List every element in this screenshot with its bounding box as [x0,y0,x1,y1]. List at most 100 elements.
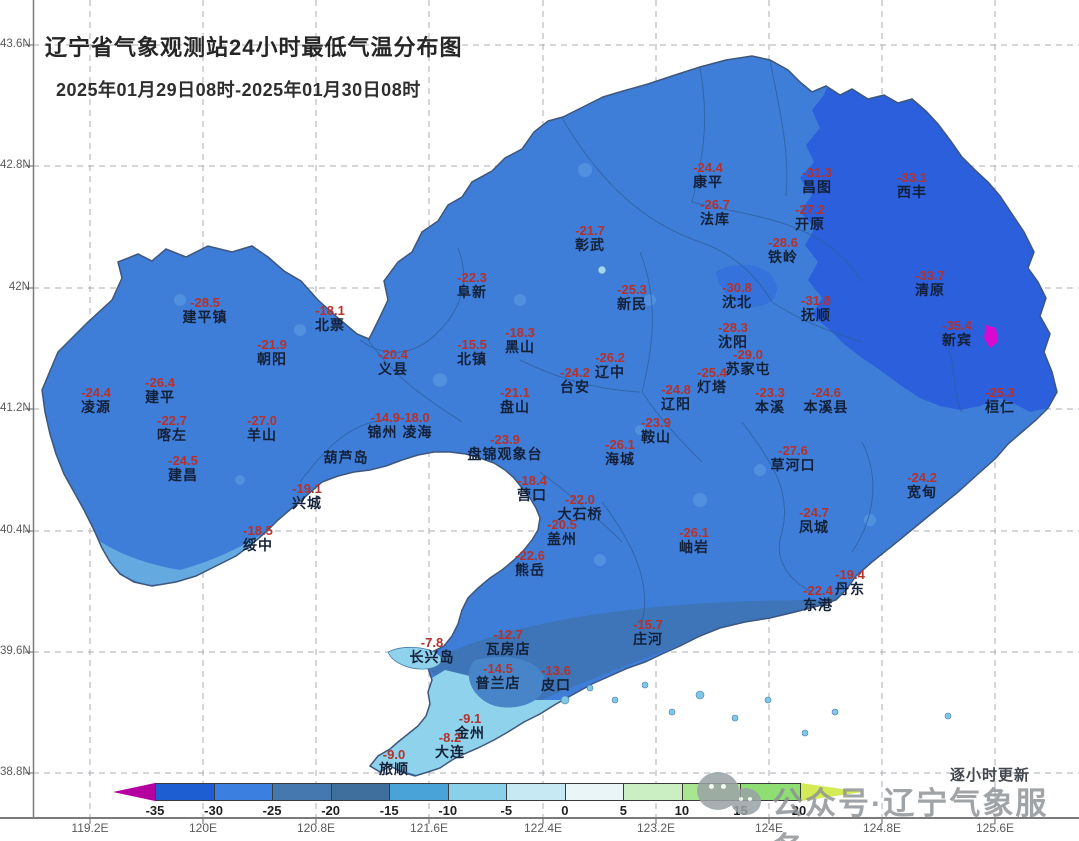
station-temp: -19.4 [835,566,865,582]
station-name: 锦州 凌海 [367,423,433,440]
station-name: 大石桥 [557,505,603,522]
legend-right-arrow [800,783,863,801]
station-temp: -28.5 [190,294,220,310]
legend-tick-label: 0 [561,803,569,818]
station-temp: -22.0 [565,491,595,507]
station-label: -26.7 法库 [700,198,730,226]
station-name: 鞍山 [641,428,671,445]
station-name: 凤城 [799,518,829,535]
station-temp: -23.3 [755,384,785,400]
station-label: -23.9 鞍山 [641,416,671,444]
station-temp: -9.0 [382,746,406,762]
station-temp: -26.2 [595,349,625,365]
station-temp: -18.5 [243,522,273,538]
station-temp: -33.1 [897,169,927,185]
station-name: 朝阳 [257,350,287,367]
station-name: 抚顺 [801,306,831,323]
station-name: 营口 [517,486,547,503]
legend-tick-label: -5 [500,803,513,818]
station-label: -24.2 台安 [560,366,590,394]
station-label: -20.5 盖州 [547,518,577,546]
station-temp: -30.8 [722,279,752,295]
lat-label: 39.6N [0,645,31,657]
station-name: 建平镇 [182,308,228,325]
station-temp: -24.8 [661,381,691,397]
station-name: 彰武 [575,236,605,253]
station-name: 沈北 [722,293,752,310]
station-label: -24.7 凤城 [799,506,829,534]
station-name: 岫岩 [679,538,709,555]
station-label: -27.0 羊山 [247,414,277,442]
station-temp: -23.9 [490,431,520,447]
station-temp: -14.9-18.0 [370,409,430,425]
station-label: -24.8 辽阳 [661,383,691,411]
station-temp: -26.7 [700,196,730,212]
station-name: 台安 [560,378,590,395]
station-label: -24.4 康平 [693,161,723,189]
station-name: 长兴岛 [409,648,455,665]
lat-label: 38.8N [0,766,31,778]
station-temp: -27.0 [247,412,277,428]
page-title: 辽宁省气象观测站24小时最低气温分布图 [45,35,463,60]
station-label: -27.6 草河口 [771,444,816,472]
station-temp: -24.2 [560,364,590,380]
legend-tick-label: 20 [791,803,807,818]
station-name: 建昌 [168,466,198,483]
station-temp: -25.4 [697,364,727,380]
station-temp: -13.6 [541,662,571,678]
legend-segment [156,784,215,800]
station-name: 兴城 [292,494,322,511]
islands [387,265,952,737]
legend-tick-label: -35 [145,803,165,818]
station-label: -29.0 苏家屯 [726,348,771,376]
station-name: 羊山 [247,426,277,443]
station-name: 皮口 [541,676,571,693]
legend-tick-label: -25 [262,803,282,818]
station-name: 辽中 [595,363,625,380]
station-temp: -19.1 [292,480,322,496]
station-label: -28.6 铁岭 [768,236,798,264]
station-name: 新宾 [942,331,972,348]
station-label: -24.2 宽甸 [907,471,937,499]
station-label: -8.2 大连 [435,731,465,759]
station-temp: -24.4 [693,159,723,175]
station-label: -24.5 建昌 [168,454,198,482]
station-label: -19.4 丹东 [835,568,865,596]
station-label: -26.2 辽中 [595,351,625,379]
legend-segment [214,784,274,800]
station-name: 灯塔 [697,378,727,395]
station-name: 宽甸 [907,483,937,500]
station-temp: -18.4 [517,472,547,488]
station-temp: -31.8 [801,292,831,308]
station-name: 北镇 [457,350,487,367]
lon-label: 121.6E [409,821,449,835]
station-temp: -26.4 [145,374,175,390]
station-label: -21.1 盘山 [500,386,530,414]
station-temp: -22.4 [803,582,833,598]
station-temp: -27.6 [778,442,808,458]
station-name: 黑山 [505,338,535,355]
legend-tick-label: -30 [204,803,223,818]
station-temp: -33.7 [915,267,945,283]
station-temp: -21.1 [500,384,530,400]
lat-label: 42.8N [0,159,31,171]
station-temp: -35.4 [942,317,972,333]
station-temp: -24.4 [81,384,111,400]
station-temp: -29.0 [733,346,763,362]
station-label: -25.3 桓仁 [985,386,1015,414]
station-label: -33.1 西丰 [897,171,927,199]
station-label: -12.7 瓦房店 [486,628,531,656]
station-temp: -21.7 [575,222,605,238]
legend-left-arrow [113,783,155,801]
page-subtitle: 2025年01月29日08时-2025年01月30日08时 [56,80,421,100]
station-label: -15.5 北镇 [457,338,487,366]
station-label: -18.3 黑山 [505,326,535,354]
station-name: 绥中 [243,536,273,553]
station-name: 北票 [315,316,345,333]
lat-label: 41.2N [0,402,31,414]
legend-segment [565,784,625,800]
station-temp: -20.5 [547,516,577,532]
station-label: -18.5 绥中 [243,524,273,552]
station-temp: -24.6 [811,384,841,400]
